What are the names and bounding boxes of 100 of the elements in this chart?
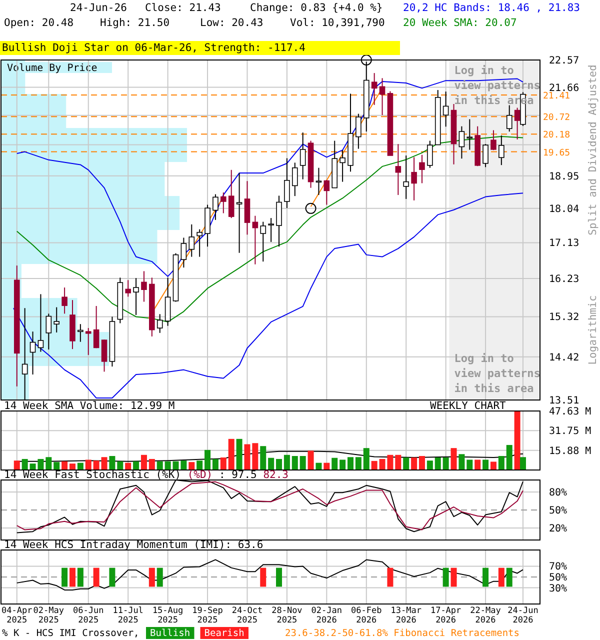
candlestick: [482, 144, 488, 168]
bar: [395, 454, 402, 470]
candlestick: [101, 339, 108, 372]
y-tick-label: 18.04: [549, 204, 580, 215]
candlestick: [379, 78, 386, 116]
bar: [332, 458, 338, 470]
y-tick-label: 22.57: [549, 56, 580, 66]
bar: [109, 456, 116, 470]
bar: [204, 450, 211, 470]
bar: [268, 458, 274, 470]
candlestick: [458, 126, 465, 160]
y-tick-label: 17.13: [549, 238, 580, 250]
bar: [348, 457, 354, 470]
bar: [418, 456, 425, 470]
candlestick: [466, 118, 473, 150]
candlestick: [156, 314, 163, 334]
chart-title: 14 Week HCS Intraday Momentum (IMI): 63.6: [4, 539, 264, 551]
bar: [244, 444, 250, 470]
text: Bearish: [204, 628, 244, 639]
bar: [133, 461, 140, 470]
y-tick-label: 50%: [549, 506, 568, 516]
candlestick: [300, 132, 306, 180]
candlestick: [62, 287, 68, 314]
y-tick-label: 70%: [549, 562, 568, 573]
bar: [514, 411, 520, 470]
text: Open: 20.48: [4, 17, 74, 29]
x-tick-label: 28-Nov 2025: [272, 606, 302, 626]
bar: [252, 443, 258, 470]
candlestick: [419, 154, 425, 184]
candlestick: [46, 313, 52, 350]
bar: [340, 460, 346, 470]
bar: [117, 461, 124, 470]
chart-title: 14 Week Fast Stochastic: [4, 469, 150, 481]
bar: [188, 462, 195, 470]
bar: [426, 460, 433, 470]
y-tick-label: 15.88 M: [549, 446, 592, 457]
candlestick: [220, 192, 226, 214]
x-tick-label: 06-Jun 2025: [73, 606, 104, 626]
candlestick: [442, 91, 449, 128]
bar: [355, 457, 362, 470]
bar: [482, 460, 489, 470]
bar: [292, 456, 298, 470]
bar: [156, 461, 163, 470]
bar: [101, 457, 108, 470]
x-tick-label: 19-Sep 2025: [192, 606, 223, 626]
candlestick: [38, 294, 44, 352]
ref-line-label: 19.65: [543, 148, 570, 158]
text: Logarithmic: [587, 295, 599, 365]
text: 20,2 HC Bands: 18.46 , 21.83: [403, 2, 580, 14]
candlestick: [316, 167, 322, 196]
annotation: 82.3: [256, 469, 288, 481]
bar: [228, 438, 234, 470]
bar: [300, 456, 306, 470]
x-tick-label: 24-Jun 2026: [508, 606, 538, 626]
bar: [411, 457, 418, 470]
y-tick-label: 47.63 M: [549, 406, 592, 418]
y-tick-label: 31.75 M: [549, 426, 592, 438]
candlestick: [490, 130, 496, 151]
candlestick: [356, 113, 362, 150]
bar: [62, 461, 68, 470]
bar: [284, 454, 290, 470]
y-tick-label: 13.51: [549, 396, 580, 406]
text: 23.6-38.2-50-61.8% Fibonacci Retracements: [285, 628, 520, 639]
y-tick-label: 18.95: [549, 171, 580, 182]
candlestick: [78, 324, 84, 342]
bar: [148, 458, 155, 470]
candlestick: [188, 224, 195, 258]
candlestick: [85, 328, 92, 356]
bar: [54, 462, 60, 470]
candlestick: [498, 134, 504, 166]
text: Bullish: [150, 628, 190, 639]
candlestick: [141, 270, 147, 302]
bar: [93, 460, 100, 470]
x-tick-label: 06-Feb 2026: [351, 606, 382, 626]
candlestick: [371, 72, 378, 106]
x-tick-label: 04-Apr 2025: [2, 606, 32, 626]
bar: [363, 448, 370, 470]
y-tick-label: 30%: [549, 583, 568, 594]
y-tick-label: 20%: [549, 524, 568, 534]
candlestick: [411, 156, 417, 201]
bar: [450, 448, 457, 470]
bar: [308, 450, 314, 470]
bar: [85, 460, 92, 470]
candlestick: [284, 158, 290, 209]
annotation: : 97.5: [212, 469, 257, 481]
bar: [403, 457, 410, 470]
x-tick-label: 17-Apr 2026: [430, 606, 462, 626]
bar: [498, 456, 504, 470]
candlestick: [244, 180, 250, 236]
text: Log in to view patterns in this area: [454, 352, 540, 395]
candlestick: [324, 180, 330, 206]
text: Low: 20.43: [200, 17, 264, 29]
candlestick: [30, 331, 36, 376]
bar: [140, 454, 147, 470]
bar: [520, 457, 526, 470]
candlestick: [93, 305, 100, 349]
bar: [466, 460, 473, 470]
text: Change: 0.83 {+4.0 %}: [250, 2, 383, 14]
bar: [212, 458, 218, 470]
bar: [69, 464, 76, 470]
